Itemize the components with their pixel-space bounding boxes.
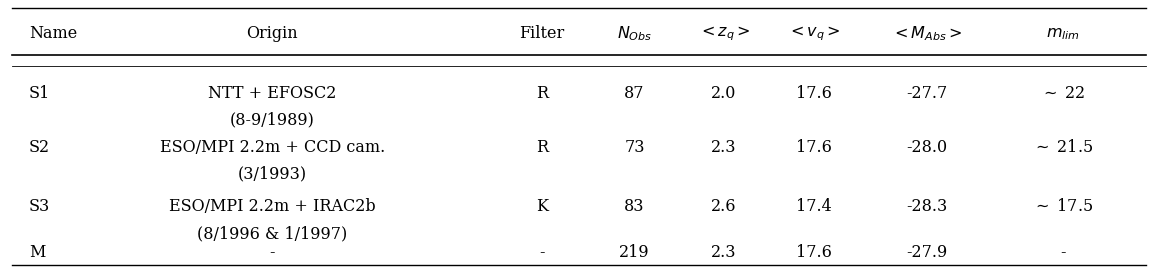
Text: $\sim$ 17.5: $\sim$ 17.5 xyxy=(1033,198,1093,215)
Text: 17.6: 17.6 xyxy=(797,244,831,261)
Text: 219: 219 xyxy=(620,244,650,261)
Text: -27.9: -27.9 xyxy=(906,244,947,261)
Text: K: K xyxy=(536,198,548,215)
Text: $m_{lim}$: $m_{lim}$ xyxy=(1046,25,1080,42)
Text: $\sim$ 21.5: $\sim$ 21.5 xyxy=(1033,139,1093,156)
Text: 2.6: 2.6 xyxy=(711,198,736,215)
Text: 17.4: 17.4 xyxy=(797,198,831,215)
Text: $N_{Obs}$: $N_{Obs}$ xyxy=(617,24,652,43)
Text: -28.0: -28.0 xyxy=(906,139,947,156)
Text: -28.3: -28.3 xyxy=(906,198,947,215)
Text: R: R xyxy=(536,85,548,102)
Text: (8/1996 & 1/1997): (8/1996 & 1/1997) xyxy=(197,225,347,242)
Text: Name: Name xyxy=(29,25,78,42)
Text: 2.3: 2.3 xyxy=(711,244,736,261)
Text: S2: S2 xyxy=(29,139,50,156)
Text: (3/1993): (3/1993) xyxy=(237,166,307,183)
Text: S1: S1 xyxy=(29,85,50,102)
Text: 2.0: 2.0 xyxy=(711,85,736,102)
Text: 87: 87 xyxy=(624,85,645,102)
Text: M: M xyxy=(29,244,45,261)
Text: ESO/MPI 2.2m + CCD cam.: ESO/MPI 2.2m + CCD cam. xyxy=(160,139,384,156)
Text: 17.6: 17.6 xyxy=(797,139,831,156)
Text: $< M_{Abs} >$: $< M_{Abs} >$ xyxy=(891,24,962,43)
Text: -27.7: -27.7 xyxy=(906,85,947,102)
Text: 17.6: 17.6 xyxy=(797,85,831,102)
Text: Origin: Origin xyxy=(247,25,298,42)
Text: R: R xyxy=(536,139,548,156)
Text: -: - xyxy=(540,244,544,261)
Text: ESO/MPI 2.2m + IRAC2b: ESO/MPI 2.2m + IRAC2b xyxy=(169,198,375,215)
Text: 2.3: 2.3 xyxy=(711,139,736,156)
Text: 73: 73 xyxy=(624,139,645,156)
Text: (8-9/1989): (8-9/1989) xyxy=(229,112,315,129)
Text: S3: S3 xyxy=(29,198,50,215)
Text: $\sim$ 22: $\sim$ 22 xyxy=(1040,85,1086,102)
Text: Filter: Filter xyxy=(519,25,565,42)
Text: $< z_q >$: $< z_q >$ xyxy=(697,25,750,43)
Text: NTT + EFOSC2: NTT + EFOSC2 xyxy=(208,85,336,102)
Text: -: - xyxy=(270,244,274,261)
Text: 83: 83 xyxy=(624,198,645,215)
Text: -: - xyxy=(1061,244,1065,261)
Text: $< v_q >$: $< v_q >$ xyxy=(787,25,841,43)
